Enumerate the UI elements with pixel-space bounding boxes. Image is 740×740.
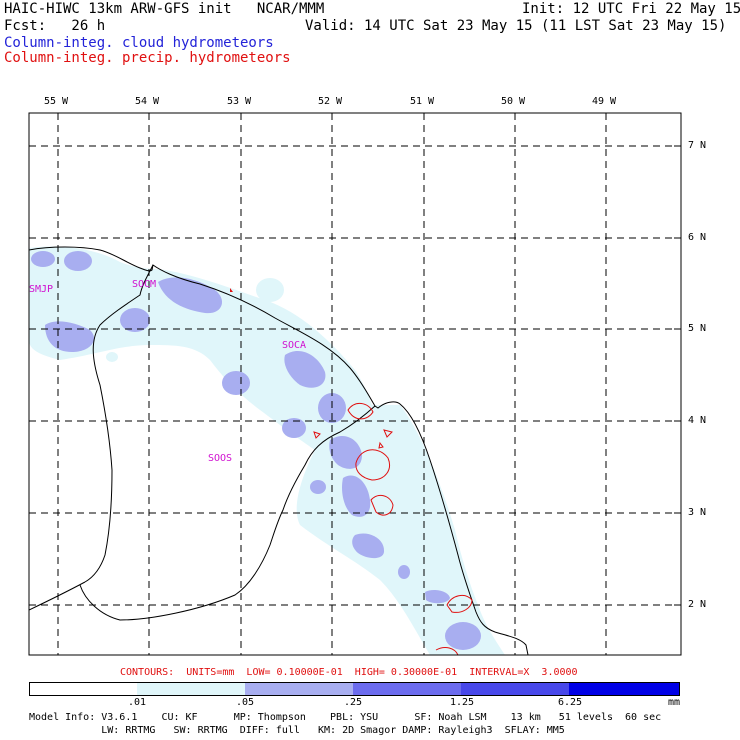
precip-contours (313, 403, 473, 655)
lat-label-6n: 6 N (688, 232, 707, 243)
model-info-line1: Model Info: V3.6.1 CU: KF MP: Thompson P… (29, 712, 662, 723)
lat-label-2n: 2 N (688, 599, 707, 610)
station-socm: SOCM (132, 279, 157, 290)
contours-info: CONTOURS: UNITS=mm LOW= 0.10000E-01 HIGH… (120, 667, 578, 678)
cloud-shading-medium (31, 251, 481, 650)
lat-label-4n: 4 N (688, 415, 707, 426)
forecast-hour: Fcst: 26 h (4, 18, 106, 34)
colorbar-label-0: .01 (128, 697, 147, 708)
colorbar-units: mm (668, 697, 681, 708)
lat-label-3n: 3 N (688, 507, 707, 518)
colorbar-segment-3 (353, 682, 461, 696)
init-time: Init: 12 UTC Fri 22 May 15 (522, 1, 740, 17)
colorbar-label-4: 6.25 (558, 697, 583, 708)
cloud-field-label: Column-integ. cloud hydrometeors (4, 35, 274, 51)
colorbar-segment-5 (569, 682, 680, 696)
colorbar-label-3: 1.25 (450, 697, 475, 708)
lon-label-52w: 52 W (318, 96, 343, 107)
station-smjp: SMJP (29, 284, 54, 295)
lon-label-49w: 49 W (592, 96, 617, 107)
colorbar-segment-1 (137, 682, 245, 696)
station-soca: SOCA (282, 340, 307, 351)
colorbar-segment-2 (245, 682, 353, 696)
lat-lon-grid (29, 113, 681, 655)
valid-time: Valid: 14 UTC Sat 23 May 15 (11 LST Sat … (305, 18, 727, 34)
station-soos: SOOS (208, 453, 233, 464)
lon-label-51w: 51 W (410, 96, 435, 107)
colorbar-segment-white (29, 682, 138, 696)
precip-field-label: Column-integ. precip. hydrometeors (4, 50, 291, 66)
lon-label-54w: 54 W (135, 96, 160, 107)
colorbar-label-2: .25 (344, 697, 363, 708)
colorbar-label-1: .05 (236, 697, 255, 708)
coastline (29, 246, 529, 655)
colorbar-segment-4 (461, 682, 569, 696)
lon-label-53w: 53 W (227, 96, 252, 107)
lon-label-50w: 50 W (501, 96, 526, 107)
lat-label-7n: 7 N (688, 140, 707, 151)
plot-title: HAIC-HIWC 13km ARW-GFS init NCAR/MMM (4, 1, 325, 17)
model-info-line2: LW: RRTMG SW: RRTMG DIFF: full KM: 2D Sm… (29, 725, 565, 736)
lat-label-5n: 5 N (688, 323, 707, 334)
lon-label-55w: 55 W (44, 96, 69, 107)
